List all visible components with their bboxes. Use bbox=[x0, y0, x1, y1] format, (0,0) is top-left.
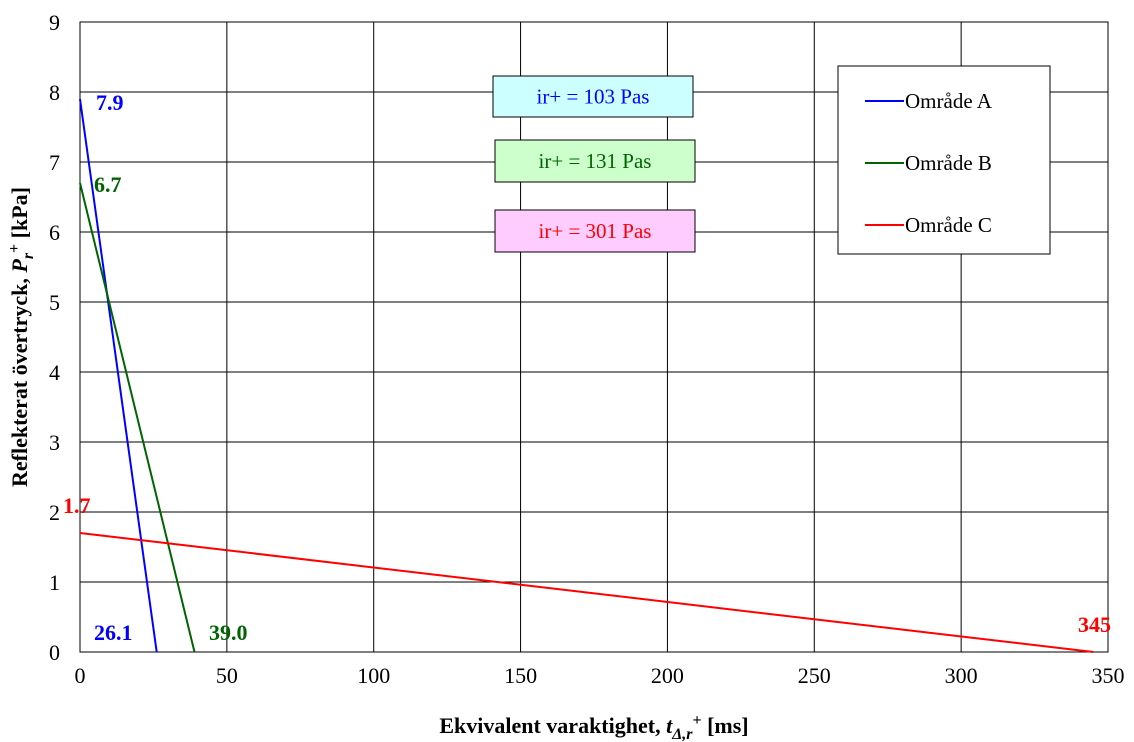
y-tick-label: 6 bbox=[49, 220, 60, 245]
y-tick-label: 7 bbox=[49, 150, 60, 175]
y-tick-labels: 0 1 2 3 4 5 6 7 8 9 bbox=[49, 10, 60, 665]
x-tick-label: 200 bbox=[651, 663, 684, 688]
info-box-label: ir+ = 131 Pas bbox=[539, 149, 652, 173]
x-axis-title-var: t bbox=[666, 713, 673, 738]
y-tick-label: 5 bbox=[49, 290, 60, 315]
data-label: 39.0 bbox=[209, 620, 248, 645]
legend-label: Område C bbox=[905, 213, 992, 237]
legend-label: Område B bbox=[905, 151, 992, 175]
y-axis-title-main: Reflekterat övertryck, bbox=[7, 273, 32, 487]
data-label: 26.1 bbox=[94, 620, 133, 645]
x-tick-labels: 0 50 100 150 200 250 300 350 bbox=[75, 663, 1125, 688]
x-axis-title-main: Ekvivalent varaktighet, bbox=[439, 713, 666, 738]
x-tick-label: 100 bbox=[357, 663, 390, 688]
info-boxes: ir+ = 103 Pas ir+ = 131 Pas ir+ = 301 Pas bbox=[492, 75, 696, 253]
series-line bbox=[79, 98, 158, 653]
y-axis-title-sup: + bbox=[6, 244, 23, 253]
x-tick-label: 150 bbox=[504, 663, 537, 688]
info-box bbox=[494, 139, 696, 183]
y-axis-title-unit: [kPa] bbox=[7, 187, 32, 244]
y-tick-label: 2 bbox=[49, 500, 60, 525]
series-line bbox=[79, 532, 1094, 653]
legend: Område A Område B Område C bbox=[837, 65, 1051, 255]
y-tick-label: 0 bbox=[49, 640, 60, 665]
y-axis-title: Reflekterat övertryck, Pr+ [kPa] bbox=[6, 187, 37, 487]
x-axis-title-sup: + bbox=[692, 712, 701, 729]
data-annotations: 7.9 6.7 1.7 26.1 39.0 345 bbox=[63, 90, 1111, 645]
info-box-label: ir+ = 301 Pas bbox=[539, 219, 652, 243]
data-label: 1.7 bbox=[63, 493, 91, 518]
info-box bbox=[492, 75, 694, 118]
y-axis-title-var: P bbox=[7, 259, 32, 274]
x-tick-label: 300 bbox=[945, 663, 978, 688]
legend-label: Område A bbox=[905, 89, 993, 113]
y-axis-title-sub: r bbox=[20, 252, 37, 259]
x-tick-label: 0 bbox=[75, 663, 86, 688]
x-tick-label: 50 bbox=[216, 663, 238, 688]
series-line bbox=[79, 182, 196, 653]
x-axis-title-sub: Δ,r bbox=[671, 726, 693, 742]
x-tick-label: 350 bbox=[1092, 663, 1125, 688]
info-box bbox=[494, 209, 696, 253]
y-tick-label: 1 bbox=[49, 570, 60, 595]
y-tick-label: 8 bbox=[49, 80, 60, 105]
legend-box bbox=[837, 65, 1051, 255]
x-axis-title-unit: [ms] bbox=[702, 713, 749, 738]
x-axis-title: Ekvivalent varaktighet, tΔ,r+ [ms] bbox=[439, 712, 748, 742]
x-tick-label: 250 bbox=[798, 663, 831, 688]
plot-frame bbox=[79, 21, 1109, 653]
y-tick-label: 4 bbox=[49, 360, 60, 385]
info-box-label: ir+ = 103 Pas bbox=[537, 85, 650, 109]
data-label: 6.7 bbox=[94, 172, 122, 197]
y-tick-label: 3 bbox=[49, 430, 60, 455]
series-lines bbox=[79, 98, 1094, 653]
data-label: 7.9 bbox=[96, 90, 124, 115]
y-tick-label: 9 bbox=[49, 10, 60, 35]
data-label: 345 bbox=[1078, 612, 1111, 637]
